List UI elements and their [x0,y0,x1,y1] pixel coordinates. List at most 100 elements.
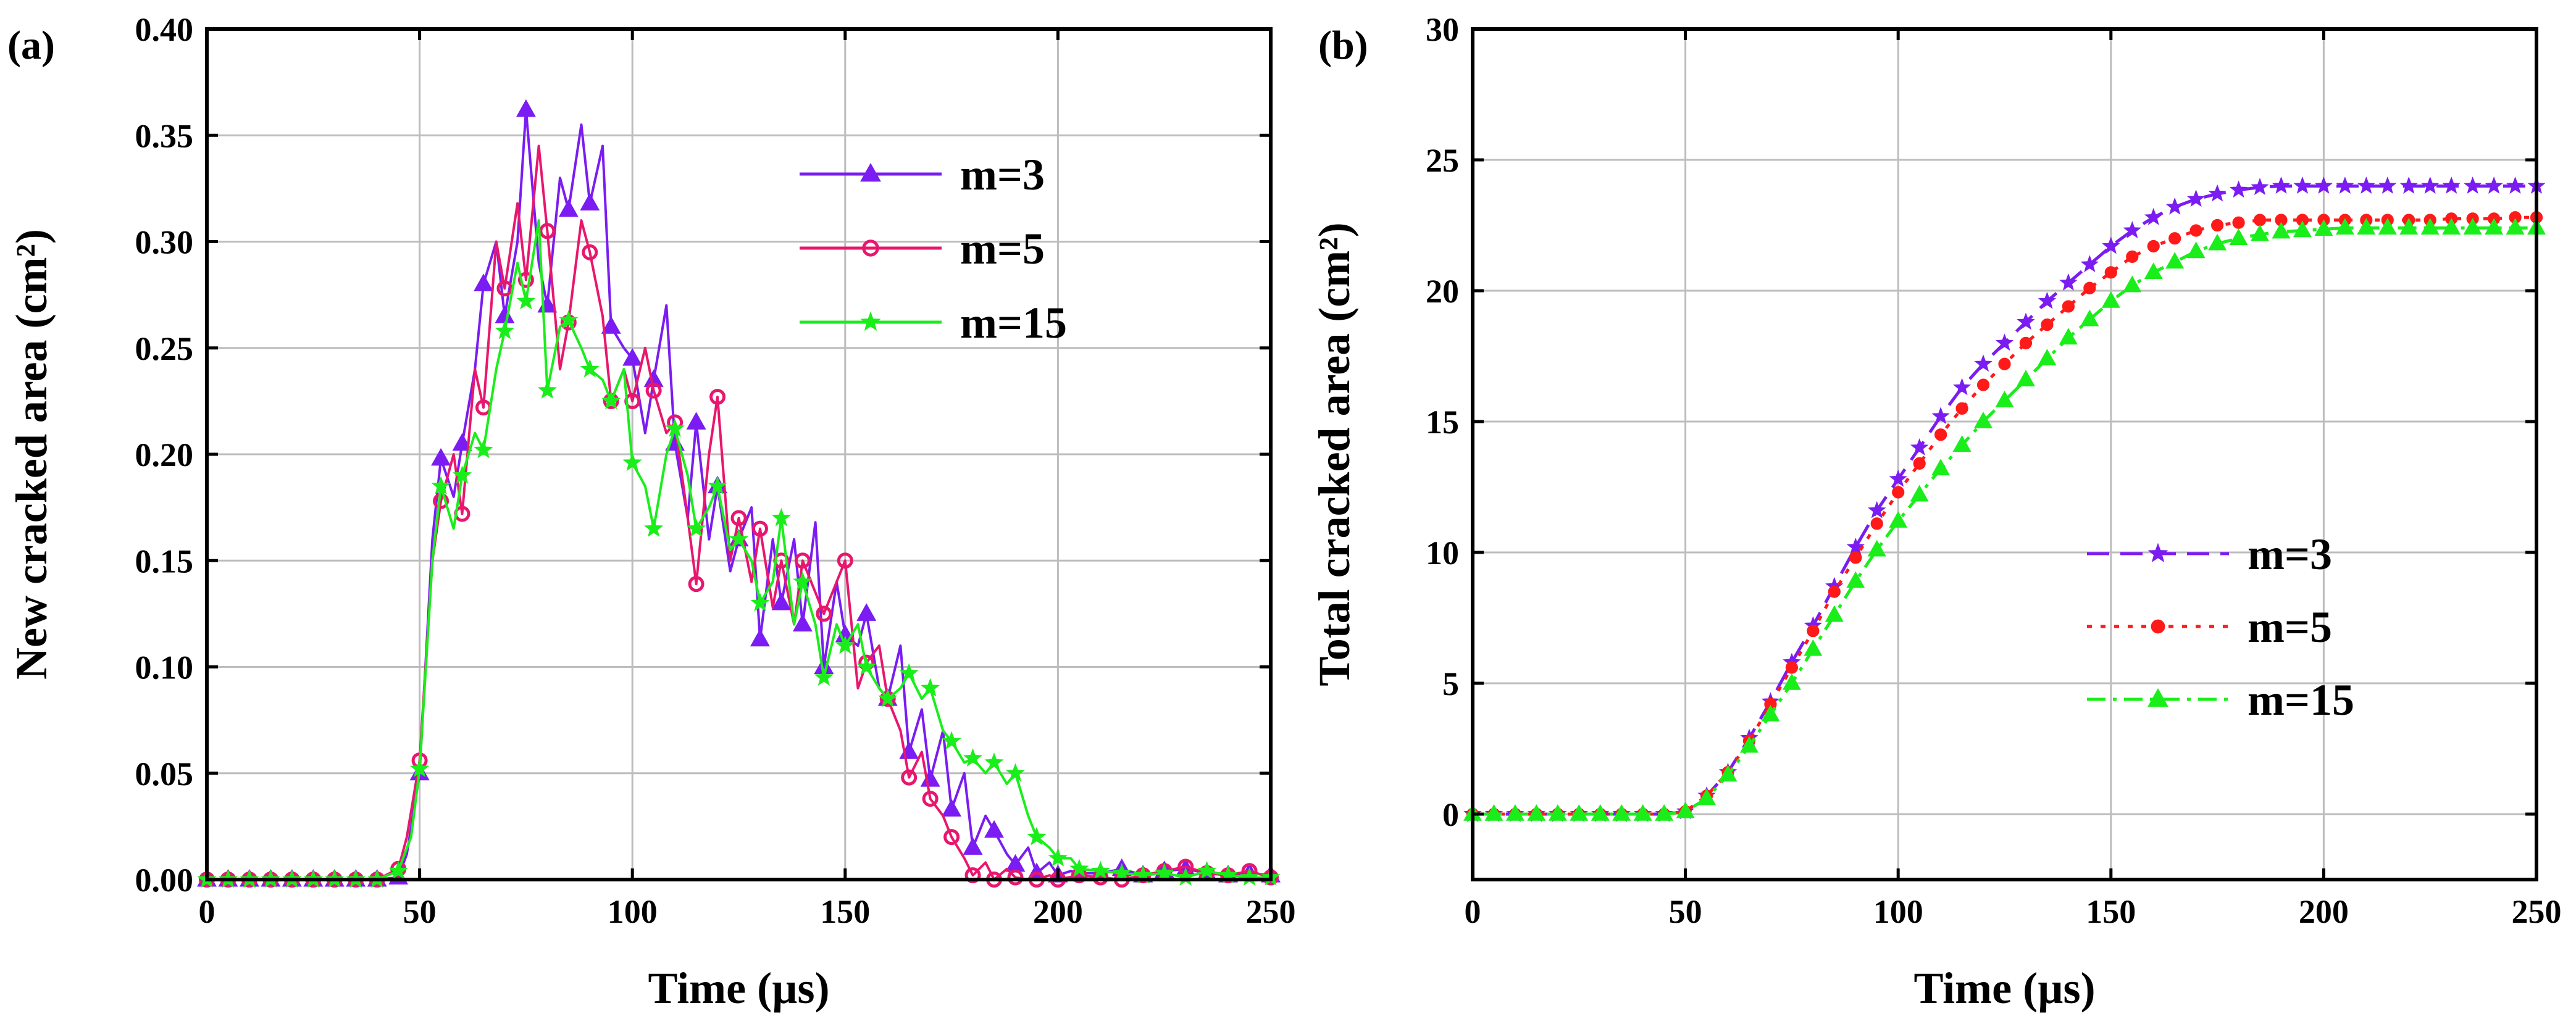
data-point [1846,571,1865,588]
y-tick-label: 30 [1426,11,1459,48]
series-m=5 [199,144,1279,888]
data-point [2083,281,2096,294]
data-point [2293,220,2312,238]
data-point [1870,517,1883,530]
legend-marker [862,239,879,257]
legend-item: m=5 [2087,602,2332,652]
data-point [814,667,834,686]
data-point [1889,469,1907,487]
data-point [1913,457,1926,470]
data-point [1976,378,1990,391]
data-point [1910,438,1929,456]
legend-marker [860,162,881,182]
data-point [751,520,768,537]
data-point [1952,435,1972,452]
legend-marker [860,311,881,331]
panel-b: 0 50 100 150 200 250 0 5 10 15 20 25 30 Time (µs) Tota… [1310,11,2562,1013]
series-m=3 [197,99,1281,887]
data-point [1570,804,1589,821]
data-point [622,452,642,472]
data-point [2335,218,2354,235]
data-point [558,199,579,217]
panel-label: (a) [7,23,55,68]
y-tick-label: 0.35 [135,117,194,154]
data-point [2232,216,2245,229]
data-point [709,388,726,405]
data-point [517,272,534,288]
data-point [2251,178,2269,195]
data-point [2399,176,2418,194]
data-point [601,391,621,410]
data-point [1804,639,1823,656]
data-point [2378,218,2397,235]
data-point [2253,214,2267,227]
legend-item: m=3 [2087,530,2332,579]
data-point [1591,804,1610,821]
data-point [1048,848,1068,867]
data-point [2059,328,2078,345]
x-tick-label: 150 [2086,893,2136,930]
y-tick-label: 0.40 [135,11,194,48]
data-point [1868,501,1886,518]
data-point [2293,176,2312,194]
data-point [792,614,813,632]
data-point [2016,370,2035,386]
data-point [750,628,770,647]
data-point [1505,804,1524,821]
data-point [2506,176,2525,194]
series-line [207,108,1271,881]
data-point [2101,291,2120,308]
y-tick-label: 20 [1426,273,1459,310]
grid-lines [1473,29,2536,880]
data-point [2165,252,2185,269]
x-axis-title: Time (µs) [648,963,829,1013]
series-line [1473,184,2536,816]
data-point [942,731,961,750]
data-point [878,688,898,707]
data-point [2019,336,2033,349]
data-point [899,663,919,682]
data-point [644,518,664,537]
data-point [2041,318,2054,331]
x-tick-label: 150 [820,893,870,930]
series-line [207,219,1271,881]
data-point [1484,804,1503,821]
data-point [2123,275,2142,293]
data-point [580,359,600,378]
series-m=15 [1463,218,2546,821]
x-tick-label: 0 [1465,893,1481,930]
data-point [495,306,515,323]
data-point [582,244,598,260]
data-point [2506,218,2525,235]
grid-lines [207,29,1271,880]
series-m=5 [1466,211,2543,821]
data-point [2080,255,2099,273]
data-point [2251,224,2270,241]
data-point [2314,176,2333,194]
data-point [816,605,832,622]
data-point [1828,585,1841,598]
data-point [2062,300,2075,313]
data-point [1995,333,2014,351]
x-tick-label: 200 [1033,893,1083,930]
data-point [2038,349,2057,366]
legend-marker [2151,619,2165,634]
legend-item: m=3 [800,150,1045,199]
data-point [431,447,451,466]
data-point [2165,197,2184,215]
data-point [921,678,940,697]
data-point [984,820,1004,838]
data-point [771,593,792,610]
data-point [2463,218,2482,235]
data-point [1548,804,1567,821]
data-point [688,576,705,593]
y-tick-label: 0.25 [135,330,194,367]
data-point [1697,788,1717,805]
y-axis-title: New cracked area (cm²) [7,229,56,680]
data-point [1849,551,1862,564]
data-point [942,799,962,817]
data-point [1676,801,1695,818]
data-point [1112,863,1132,881]
legend-label: m=15 [2248,675,2354,725]
